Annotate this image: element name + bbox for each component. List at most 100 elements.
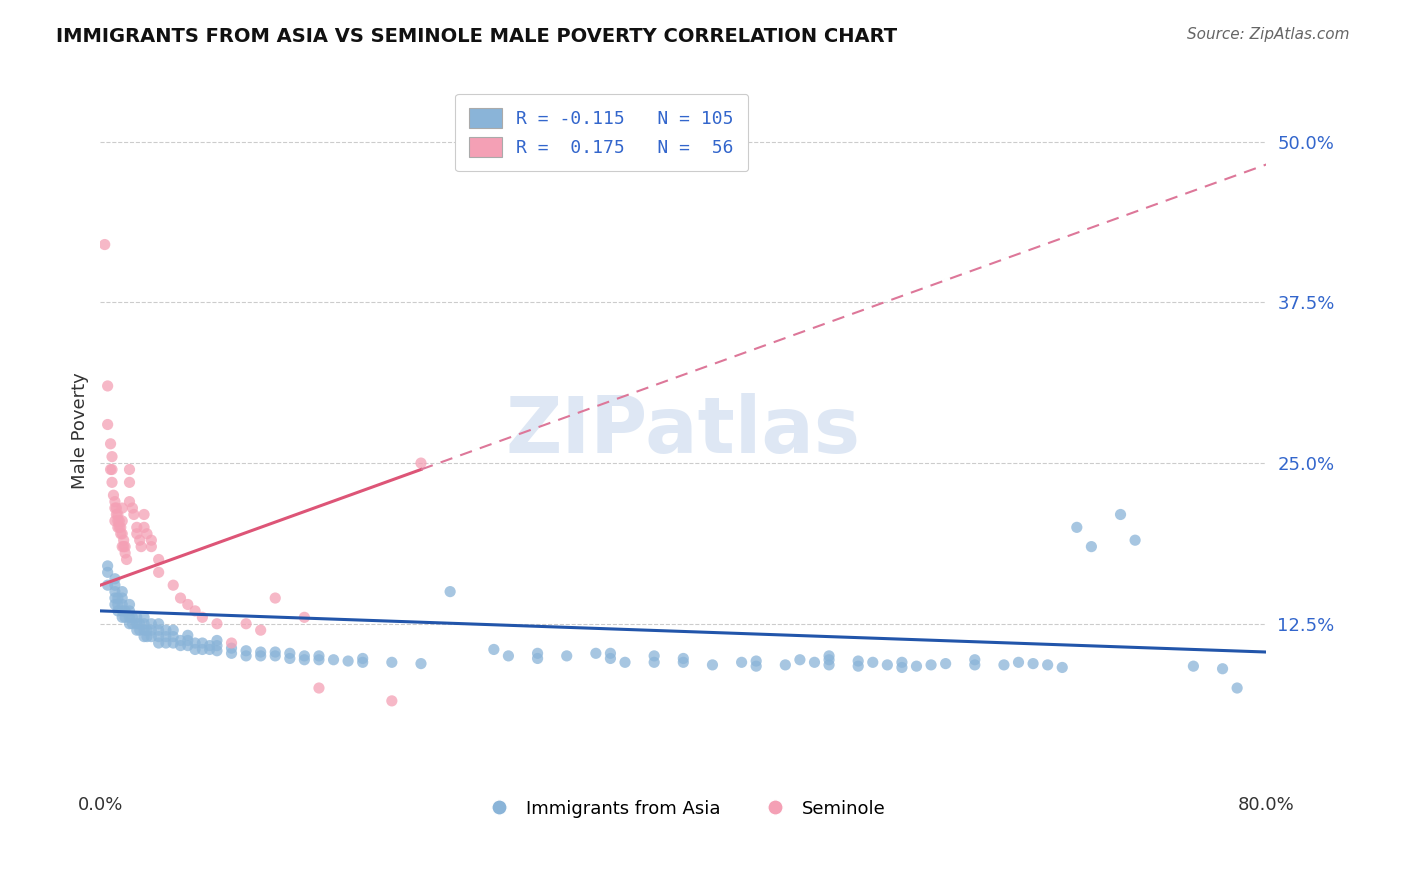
Point xyxy=(162,630,184,644)
Point xyxy=(352,651,374,665)
Point xyxy=(148,616,170,631)
Point xyxy=(963,657,986,672)
Point xyxy=(105,508,128,522)
Point xyxy=(963,653,986,667)
Point xyxy=(1123,533,1146,548)
Point xyxy=(1226,681,1249,695)
Point xyxy=(162,623,184,637)
Point xyxy=(141,616,163,631)
Point xyxy=(1007,656,1029,670)
Point xyxy=(278,646,301,660)
Point xyxy=(128,616,150,631)
Point xyxy=(148,566,170,580)
Point xyxy=(107,520,129,534)
Point xyxy=(104,591,127,605)
Point xyxy=(1052,660,1074,674)
Point xyxy=(308,653,330,667)
Point xyxy=(132,508,155,522)
Point xyxy=(97,578,120,592)
Point xyxy=(97,379,120,393)
Point xyxy=(110,526,132,541)
Point xyxy=(526,651,548,665)
Point xyxy=(111,604,134,618)
Point xyxy=(169,591,191,605)
Point xyxy=(249,648,271,663)
Point xyxy=(789,653,811,667)
Point xyxy=(249,645,271,659)
Point xyxy=(148,552,170,566)
Legend: Immigrants from Asia, Seminole: Immigrants from Asia, Seminole xyxy=(474,792,893,825)
Point xyxy=(121,501,143,516)
Point xyxy=(121,610,143,624)
Point xyxy=(132,610,155,624)
Point xyxy=(101,450,124,464)
Point xyxy=(702,657,724,672)
Point xyxy=(599,646,621,660)
Point xyxy=(498,648,520,663)
Point xyxy=(125,616,148,631)
Point xyxy=(125,623,148,637)
Point xyxy=(235,644,257,658)
Point xyxy=(205,644,228,658)
Point xyxy=(111,540,134,554)
Point xyxy=(292,610,315,624)
Point xyxy=(585,646,607,660)
Point xyxy=(935,657,957,671)
Point xyxy=(100,437,122,451)
Point xyxy=(905,659,928,673)
Point xyxy=(136,526,159,541)
Point xyxy=(118,475,141,490)
Point xyxy=(118,610,141,624)
Point xyxy=(141,623,163,637)
Point xyxy=(264,648,287,663)
Point xyxy=(114,604,136,618)
Point xyxy=(409,657,432,671)
Point xyxy=(103,488,125,502)
Point xyxy=(97,566,120,580)
Point xyxy=(112,533,135,548)
Point xyxy=(1066,520,1088,534)
Point xyxy=(125,610,148,624)
Point xyxy=(136,630,159,644)
Point xyxy=(125,520,148,534)
Point xyxy=(129,540,152,554)
Point xyxy=(141,540,163,554)
Point xyxy=(205,639,228,653)
Point xyxy=(114,610,136,624)
Point xyxy=(110,520,132,534)
Point xyxy=(672,656,695,670)
Point xyxy=(1212,662,1234,676)
Point xyxy=(107,604,129,618)
Point xyxy=(132,520,155,534)
Point xyxy=(148,623,170,637)
Point xyxy=(108,520,131,534)
Point xyxy=(308,681,330,695)
Point xyxy=(105,501,128,516)
Point xyxy=(107,514,129,528)
Point xyxy=(148,630,170,644)
Point xyxy=(118,462,141,476)
Point xyxy=(818,648,841,663)
Point xyxy=(352,656,374,670)
Point xyxy=(104,598,127,612)
Point xyxy=(198,639,221,653)
Point xyxy=(148,636,170,650)
Point xyxy=(672,651,695,665)
Point xyxy=(862,656,884,670)
Point xyxy=(169,633,191,648)
Point xyxy=(155,636,177,650)
Point xyxy=(599,651,621,665)
Y-axis label: Male Poverty: Male Poverty xyxy=(72,373,89,490)
Point xyxy=(745,654,768,668)
Point xyxy=(846,654,869,668)
Point xyxy=(111,584,134,599)
Point xyxy=(381,694,404,708)
Point xyxy=(169,639,191,653)
Point xyxy=(555,648,578,663)
Point xyxy=(198,642,221,657)
Point xyxy=(97,558,120,573)
Point xyxy=(136,623,159,637)
Point xyxy=(191,610,214,624)
Point xyxy=(104,578,127,592)
Point xyxy=(132,623,155,637)
